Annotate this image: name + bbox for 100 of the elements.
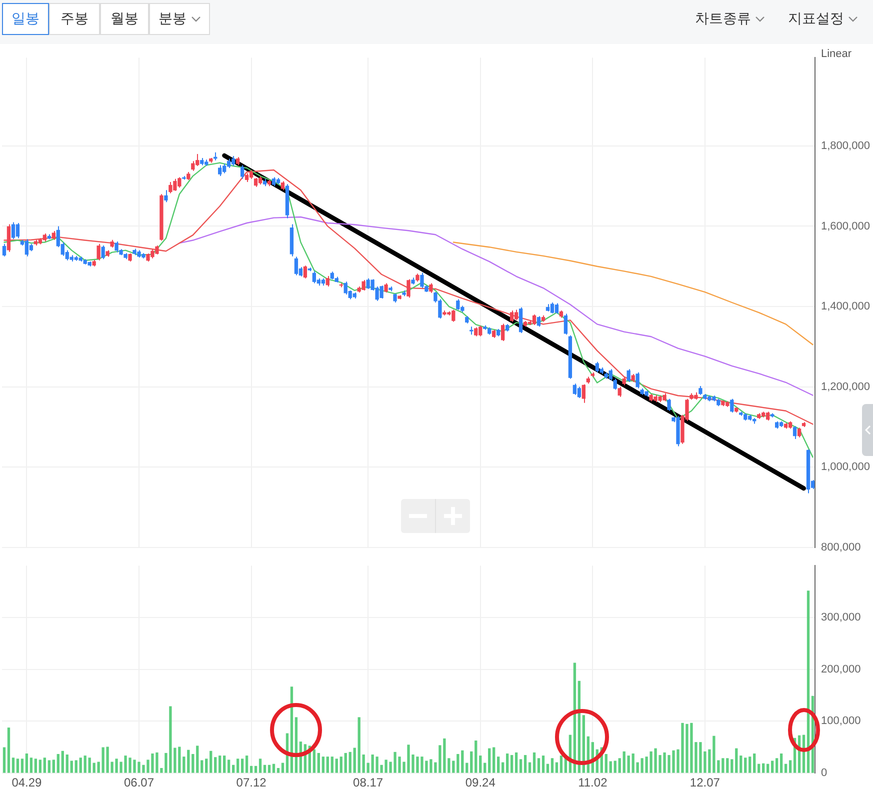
y-tick-label: 0 <box>821 767 828 780</box>
bar <box>604 754 608 773</box>
bar <box>205 758 208 773</box>
bar <box>353 748 356 773</box>
candlestick <box>398 294 402 300</box>
bar <box>223 756 226 773</box>
bar <box>497 756 500 773</box>
bar <box>281 762 284 773</box>
candlestick <box>402 290 406 297</box>
bar <box>312 749 316 773</box>
candlestick <box>388 286 392 292</box>
bar <box>348 752 352 773</box>
bar <box>20 758 24 773</box>
x-tick-label: 04.29 <box>12 776 42 790</box>
bar <box>25 753 28 773</box>
bar <box>740 756 742 773</box>
bar <box>618 758 621 773</box>
bar <box>84 756 86 773</box>
bar <box>784 764 788 773</box>
y-tick-label: 1,200,000 <box>821 380 870 393</box>
text: 일봉 <box>12 10 40 28</box>
bar <box>74 760 78 773</box>
bar <box>317 752 320 773</box>
x-tick-label: 12.07 <box>690 776 720 790</box>
y-tick-label: 1,600,000 <box>821 220 870 232</box>
bar <box>758 764 760 773</box>
bar <box>210 750 212 773</box>
bar <box>232 764 235 773</box>
bar <box>52 760 55 773</box>
bar <box>61 750 64 773</box>
bar <box>474 740 478 773</box>
bar <box>48 760 50 773</box>
y-tick-label: 200,000 <box>821 663 861 676</box>
x-tick-label: 09.24 <box>465 776 496 790</box>
bar <box>34 758 38 773</box>
bar <box>192 754 194 773</box>
bar <box>461 750 464 773</box>
bar <box>528 762 532 773</box>
bar <box>340 756 342 773</box>
bar <box>70 760 73 773</box>
bar <box>7 728 10 773</box>
bar <box>56 754 60 773</box>
bar <box>771 760 774 773</box>
bar <box>250 766 253 773</box>
bar <box>622 751 626 773</box>
bar <box>780 753 783 773</box>
bar <box>501 762 504 773</box>
x-tick-label: 07.12 <box>236 776 267 790</box>
text: 차트종류 <box>695 10 751 28</box>
bar <box>788 760 792 773</box>
text: Linear <box>821 48 852 60</box>
bar <box>560 756 563 773</box>
bar <box>88 758 91 773</box>
bar <box>735 748 738 773</box>
bar <box>748 756 752 773</box>
bar <box>196 746 199 773</box>
bar <box>614 760 616 773</box>
y-tick-label: 100,000 <box>821 715 861 728</box>
bar <box>506 753 509 773</box>
bar <box>456 754 460 773</box>
bar <box>228 760 230 773</box>
bar <box>514 752 518 773</box>
bar <box>322 756 324 773</box>
bar <box>744 758 747 773</box>
bar <box>479 756 482 773</box>
bar <box>555 762 558 773</box>
bar <box>12 758 15 773</box>
bar <box>609 761 612 773</box>
y-tick-label: 300,000 <box>821 611 861 624</box>
text: 주봉 <box>60 10 88 28</box>
bar <box>272 764 276 773</box>
bar <box>510 755 514 773</box>
bar <box>753 753 756 773</box>
bar <box>488 748 491 773</box>
text: 지표설정 <box>788 10 844 28</box>
bar <box>344 752 347 773</box>
bar <box>200 760 204 773</box>
text: 분봉 <box>158 10 186 28</box>
bar <box>532 752 536 773</box>
bar <box>775 758 778 773</box>
bar <box>730 759 734 773</box>
bar <box>542 756 545 773</box>
bar <box>66 754 68 773</box>
bar <box>335 758 338 773</box>
bar <box>268 764 271 773</box>
x-tick-label: 06.07 <box>124 776 154 790</box>
bar <box>218 756 222 773</box>
bar <box>466 762 468 773</box>
y-tick-label: 1,000,000 <box>821 461 870 474</box>
bar <box>537 758 540 773</box>
bar <box>330 756 334 773</box>
bar <box>30 758 33 773</box>
bar <box>484 762 486 773</box>
bar <box>16 758 20 773</box>
y-tick-label: 1,400,000 <box>821 300 870 313</box>
bar <box>38 760 42 773</box>
bar <box>766 764 770 773</box>
bar <box>79 758 82 773</box>
bar <box>627 756 630 773</box>
x-tick-label: 08.17 <box>353 776 384 790</box>
